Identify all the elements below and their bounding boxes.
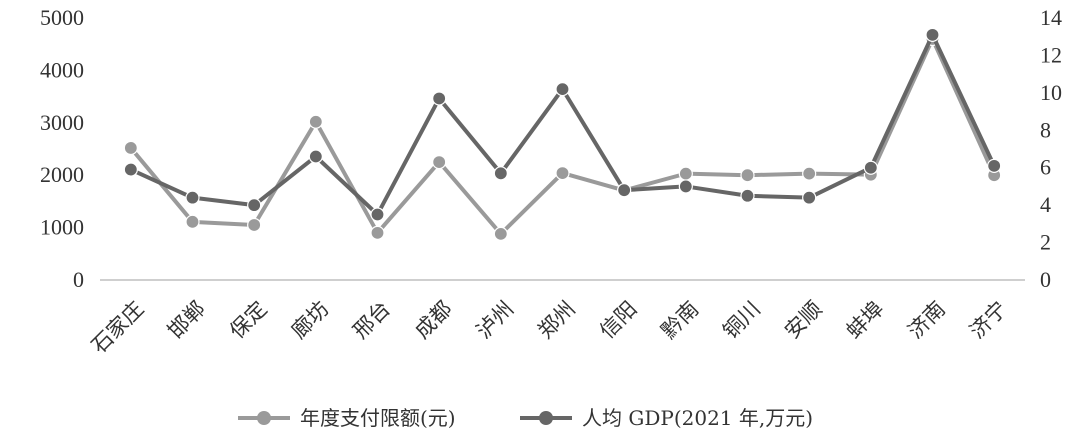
series-1-point [123,140,138,156]
series-1-point [370,225,385,240]
x-category-label: 济南 [903,297,950,344]
series-1-point [493,226,508,241]
y-right-tick-label: 14 [1040,5,1062,30]
series-2-point [185,190,200,205]
x-category-label: 郑州 [533,297,580,344]
y-left-tick-label: 1000 [40,215,84,240]
series-2-point [617,183,632,198]
legend-label-1: 年度支付限额(元) [300,406,456,430]
series-2-point [123,162,138,177]
x-category-label: 安顺 [780,297,827,344]
series-1-point [555,166,570,181]
y-right-tick-label: 4 [1040,192,1051,217]
axes: 0 1000 2000 3000 4000 5000 0 2 4 6 8 10 12 14 石家庄 邯郸 保定廊… [40,5,1062,358]
legend-marker-1 [257,411,271,425]
series-1-point [802,166,817,181]
series-1-point [185,214,200,229]
y-right-tick-label: 8 [1040,117,1051,142]
y-right-tick-label: 2 [1040,230,1051,255]
y-left-tick-label: 4000 [40,57,84,82]
series-1-point [678,166,693,181]
series-1-point [247,217,262,233]
y-right-tick-label: 0 [1040,267,1051,292]
series-2-point [370,207,385,222]
x-category-label: 成都 [410,297,457,344]
series-2-point [863,160,878,175]
series-2-point [247,198,262,213]
y-left-tick-label: 5000 [40,5,84,30]
series-2-point [308,149,323,164]
x-category-label: 廊坊 [287,297,334,344]
x-category-label: 济宁 [965,297,1012,344]
x-category-label: 信阳 [595,297,642,344]
y-left-tick-label: 3000 [40,110,84,135]
x-category-label: 邯郸 [163,297,210,344]
legend: 年度支付限额(元) 人均 GDP(2021 年,万元) [238,406,813,430]
y-right-tick-label: 10 [1040,80,1062,105]
legend-marker-2 [539,411,553,425]
series-2-point [802,190,817,205]
series-2-point [432,91,447,106]
x-category-label: 泸州 [472,297,519,344]
series-1-point [308,114,323,129]
x-category-label: 蚌埠 [842,297,889,344]
series-2-point [555,82,570,97]
x-category-label: 黔南 [657,297,704,344]
series-1-point [740,168,755,183]
y-right-tick-label: 12 [1040,42,1062,67]
x-category-label: 石家庄 [87,297,149,359]
x-category-label: 铜川 [718,297,765,344]
y-right-tick-label: 6 [1040,155,1051,180]
y-left-tick-label: 0 [73,267,84,292]
legend-label-2: 人均 GDP(2021 年,万元) [582,406,813,430]
series-2-point [740,188,755,203]
series-line-2 [130,32,996,217]
x-category-label: 邢台 [348,297,395,344]
series-2-point [987,158,1002,173]
series-1-point [432,155,447,170]
series-2-point [493,166,508,181]
series-layer [123,27,1002,241]
x-category-label: 保定 [225,297,272,344]
y-left-tick-label: 2000 [40,162,84,187]
series-2-point [925,27,940,42]
series-2-point [678,179,693,194]
